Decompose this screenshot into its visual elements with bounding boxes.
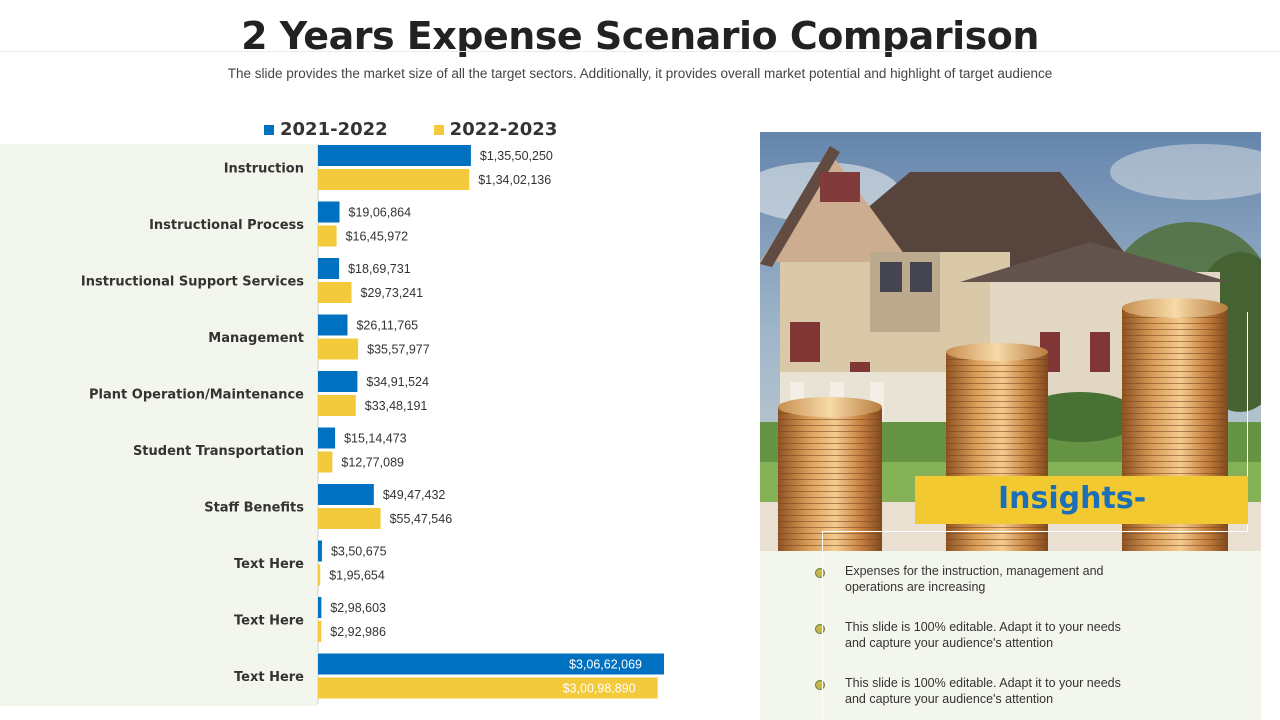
insights-banner	[915, 476, 1248, 524]
data-label: $49,47,432	[383, 488, 446, 502]
category-label: Instructional Process	[149, 218, 304, 233]
bar-2022-2023	[318, 508, 381, 529]
bar-2022-2023	[318, 225, 337, 247]
title-divider	[0, 51, 1280, 52]
bar-2021-2022	[318, 540, 322, 562]
insight-text-1: Expenses for the instruction, management…	[845, 564, 1104, 594]
category-label: Plant Operation/Maintenance	[89, 388, 304, 403]
bar-2022-2023	[318, 451, 333, 473]
legend-label-2021: 2021-2022	[280, 119, 388, 140]
data-label: $35,57,977	[367, 343, 430, 357]
bar-2021-2022	[318, 145, 471, 166]
legend-item-2022: 2022-2023	[433, 119, 558, 140]
insights-panel: Expenses for the instruction, management…	[760, 551, 1261, 720]
bar-2022-2023	[318, 564, 321, 586]
bar-2022-2023	[318, 169, 470, 190]
bar-2021-2022	[318, 371, 358, 392]
legend-item-2021: 2021-2022	[264, 119, 388, 140]
bullet-dot-icon	[815, 568, 825, 578]
insight-bullet-2: This slide is 100% editable. Adapt it to…	[815, 619, 1145, 651]
insight-bullet-1: Expenses for the instruction, management…	[815, 563, 1145, 595]
category-label: Staff Benefits	[204, 501, 304, 516]
legend-label-2022: 2022-2023	[449, 119, 558, 140]
insights-frame-bottom	[822, 531, 1248, 532]
insight-text-2: This slide is 100% editable. Adapt it to…	[845, 620, 1121, 650]
bullet-dot-icon	[815, 680, 825, 690]
bar-2022-2023	[318, 621, 322, 642]
data-label: $2,92,986	[330, 625, 386, 639]
data-label: $12,77,089	[341, 456, 404, 470]
coin-stack-small	[778, 397, 882, 551]
category-label: Text Here	[234, 670, 304, 685]
data-label: $19,06,864	[349, 206, 412, 220]
legend-swatch-2021	[264, 124, 274, 135]
data-label: $1,95,654	[329, 569, 385, 583]
chart-legend: 2021-2022 2022-2023	[264, 119, 603, 140]
data-label: $15,14,473	[344, 432, 407, 446]
bar-2022-2023	[318, 395, 356, 416]
data-label: $29,73,241	[361, 286, 424, 300]
bar-2021-2022	[318, 201, 340, 223]
legend-swatch-2022	[433, 124, 444, 135]
category-label: Student Transportation	[133, 444, 304, 459]
bar-2021-2022	[318, 597, 322, 618]
data-label: $18,69,731	[348, 262, 411, 276]
bar-2021-2022	[318, 314, 348, 336]
insight-text-3: This slide is 100% editable. Adapt it to…	[845, 676, 1121, 706]
insight-bullet-3: This slide is 100% editable. Adapt it to…	[815, 675, 1145, 707]
category-label: Instruction	[224, 162, 304, 177]
bullet-dot-icon	[815, 624, 825, 634]
insights-title: Insights-	[998, 481, 1147, 516]
bar-2022-2023	[318, 677, 658, 699]
data-label: $16,45,972	[346, 230, 409, 244]
data-label: $34,91,524	[366, 375, 429, 389]
category-panel	[0, 144, 318, 706]
data-label: $3,00,98,890	[563, 682, 636, 696]
data-label: $3,50,675	[331, 545, 387, 559]
data-label: $1,34,02,136	[478, 173, 551, 187]
expense-bar-chart: Instruction $1,35,50,250 $1,34,02,136 Instr…	[0, 144, 664, 706]
bar-2021-2022	[318, 484, 374, 505]
category-label: Text Here	[234, 557, 304, 572]
slide-title: 2 Years Expense Scenario Comparison	[241, 14, 1039, 58]
data-label: $26,11,765	[356, 319, 418, 333]
insights-frame-left	[822, 531, 823, 720]
insights-frame-right	[1247, 312, 1248, 532]
bar-2021-2022	[318, 258, 340, 279]
category-label: Text Here	[234, 614, 304, 629]
bar-2022-2023	[318, 282, 352, 303]
data-label: $55,47,546	[390, 512, 453, 526]
category-label: Management	[208, 331, 304, 346]
data-label: $3,06,62,069	[569, 658, 642, 672]
bar-2021-2022	[318, 427, 336, 449]
bar-2022-2023	[318, 338, 359, 360]
slide-subtitle: The slide provides the market size of al…	[227, 66, 1053, 81]
data-label: $33,48,191	[365, 399, 428, 413]
data-label: $1,35,50,250	[480, 149, 553, 163]
bar-2021-2022	[318, 653, 664, 675]
data-label: $2,98,603	[330, 601, 386, 615]
category-label: Instructional Support Services	[81, 275, 304, 290]
